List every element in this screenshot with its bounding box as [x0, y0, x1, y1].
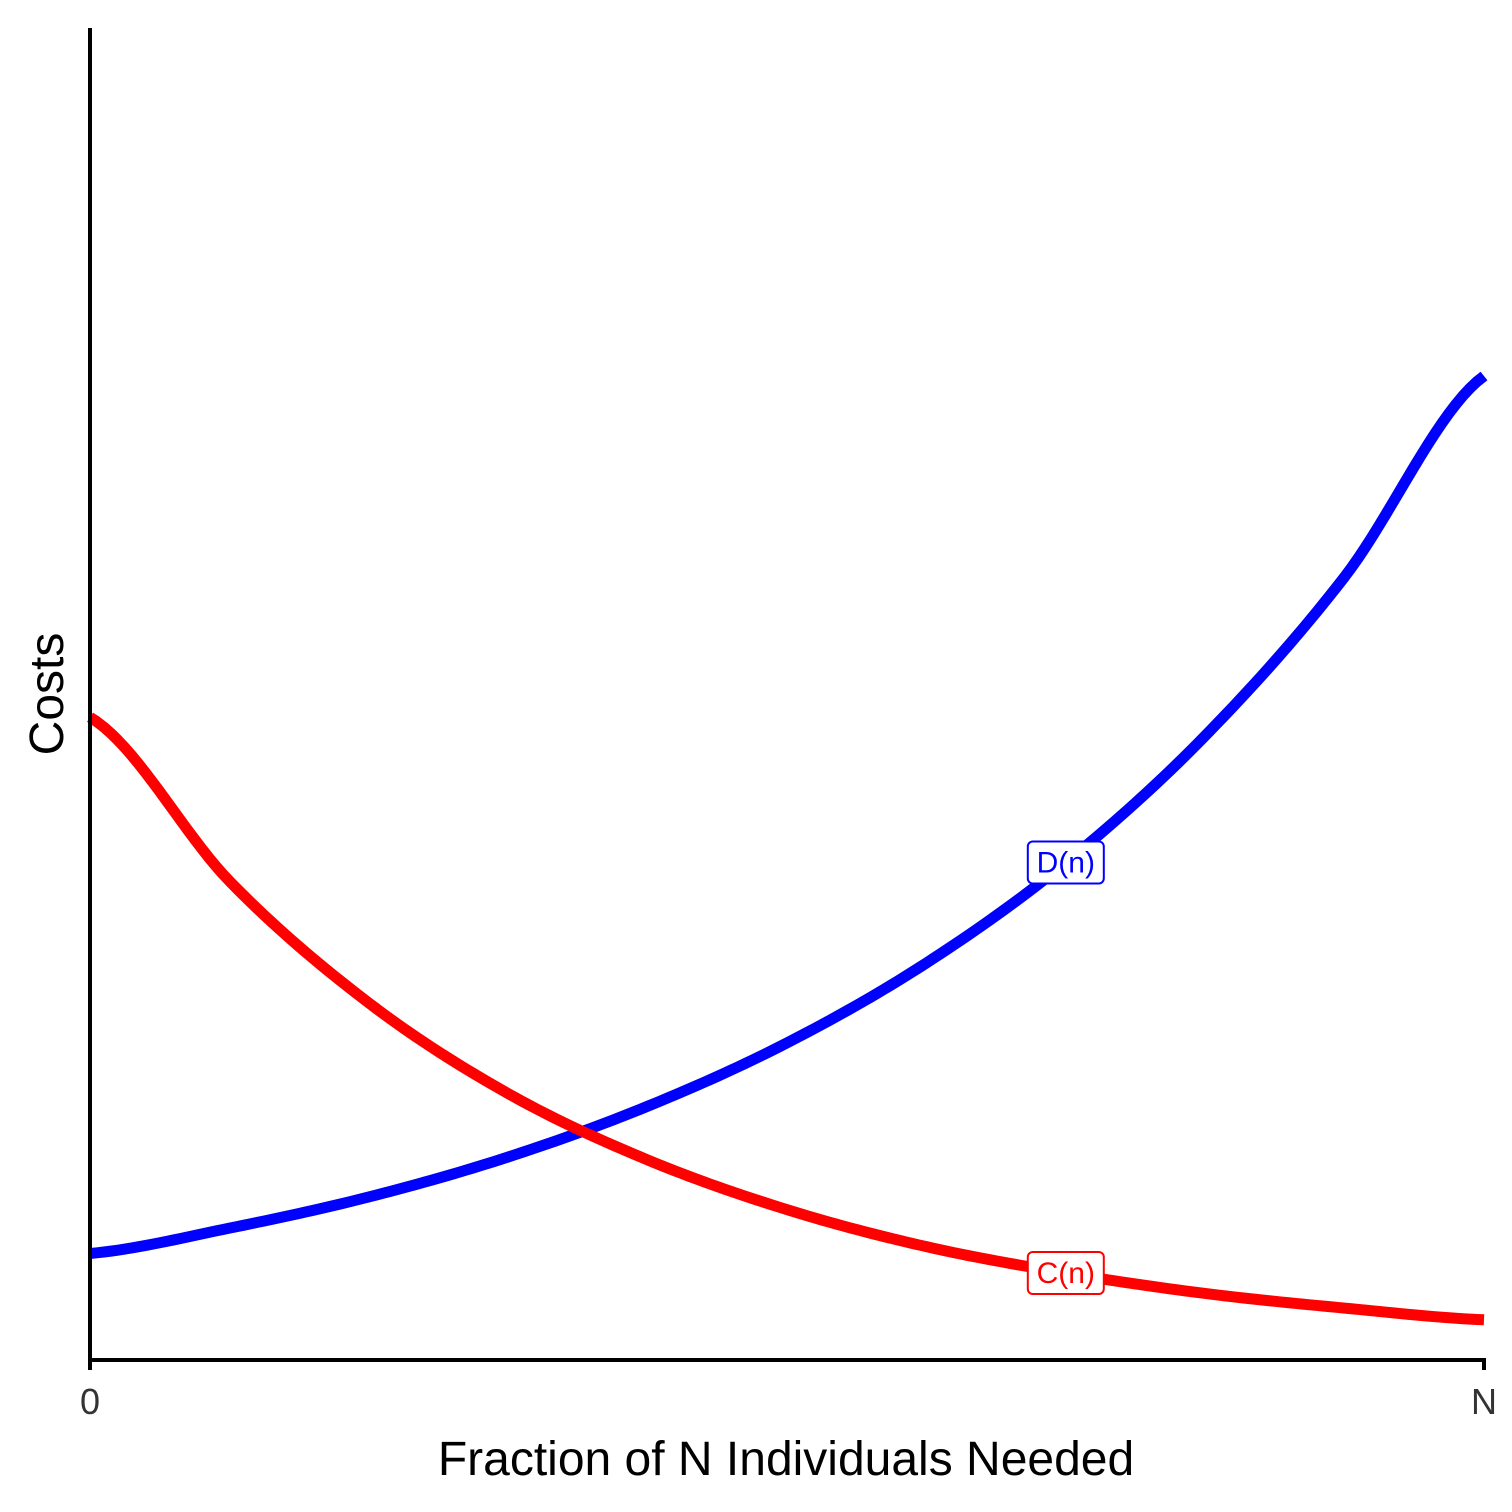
y-axis-title: Costs — [21, 633, 74, 756]
series-label-text: D(n) — [1037, 847, 1095, 880]
series-label-0: D(n) — [1026, 840, 1105, 885]
curve-labels: D(n) C(n) — [1026, 840, 1105, 1295]
x-tick-label: N — [1471, 1381, 1497, 1422]
x-axis-title: Fraction of N Individuals Needed — [438, 1433, 1134, 1486]
series-label-1: C(n) — [1026, 1251, 1105, 1295]
curves — [86, 371, 1488, 1326]
plot-area: D(n) C(n) — [86, 371, 1488, 1326]
series-label-text: C(n) — [1037, 1257, 1095, 1290]
x-tick-label: 0 — [80, 1381, 100, 1422]
series-label-box — [1026, 1251, 1105, 1295]
series-label-box — [1026, 840, 1105, 885]
series-line-1 — [86, 712, 1485, 1326]
series-line-0 — [89, 371, 1488, 1259]
